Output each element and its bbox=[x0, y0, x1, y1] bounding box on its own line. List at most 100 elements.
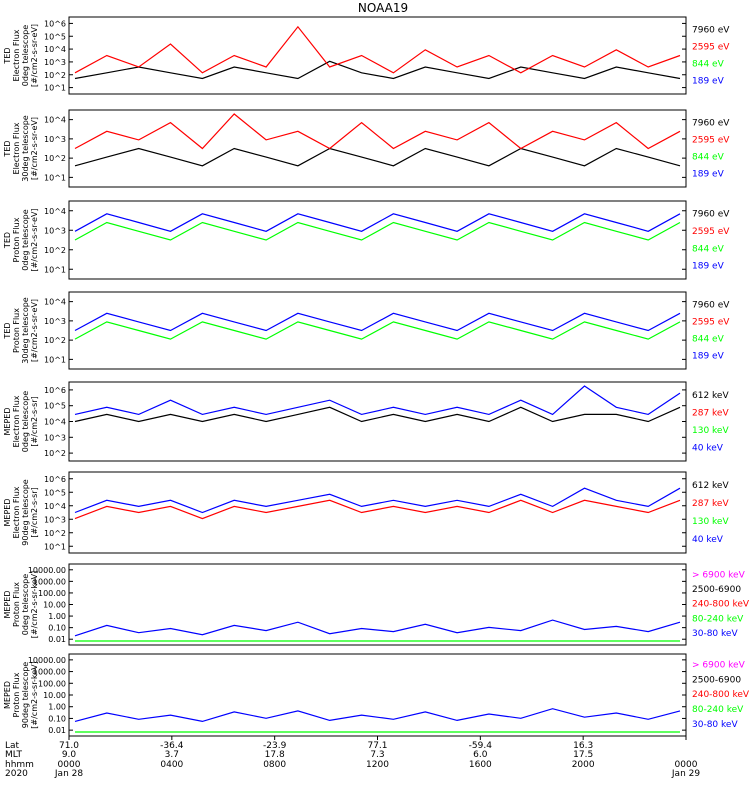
y-tick-label: 10^4 bbox=[44, 45, 66, 54]
y-tick-label: 1.00 bbox=[48, 612, 66, 621]
legend-entry: 287 keV bbox=[692, 408, 729, 418]
panel-7: 0.01 0.10 1.00 10.00 100.00 1000.00 10000.00 ME… bbox=[3, 563, 750, 646]
legend-entry: 189 eV bbox=[692, 77, 725, 87]
y-axis-label-line: [#/cm2-s-sr-eV] bbox=[30, 208, 39, 271]
time-axis-row-label: 2020 bbox=[5, 769, 28, 779]
legend-entry: 7960 eV bbox=[692, 25, 730, 35]
panel-frame bbox=[68, 381, 687, 462]
series-189-ev bbox=[74, 213, 681, 232]
y-tick-label: 10^6 bbox=[44, 19, 66, 28]
y-axis-label-line: TED bbox=[3, 322, 12, 339]
legend-entry: 130 keV bbox=[692, 517, 729, 527]
legend-entry: 189 eV bbox=[692, 262, 725, 272]
y-axis-label-line: Proton Flux bbox=[12, 308, 21, 353]
x-tick-label: -23.9 bbox=[263, 741, 287, 751]
legend-entry: > 6900 keV bbox=[692, 660, 746, 670]
y-axis-label-line: Proton Flux bbox=[12, 582, 21, 627]
y-axis-label-line: TED bbox=[3, 47, 12, 64]
x-tick-label: 77.1 bbox=[367, 741, 387, 751]
y-axis-label-line: 0deg telescope bbox=[21, 25, 30, 86]
y-axis-label-line: MEPED bbox=[3, 408, 12, 436]
y-axis-label-line: 0deg telescope bbox=[21, 574, 30, 635]
y-axis-label-line: Electron Flux bbox=[12, 486, 21, 538]
y-tick-label: 10^2 bbox=[44, 336, 66, 345]
y-tick-label: 10^4 bbox=[44, 502, 66, 511]
x-tick-label: -36.4 bbox=[160, 741, 184, 751]
panel-4: 10^1 10^2 10^3 10^4 TED Proton Flux 30deg tele… bbox=[3, 291, 730, 370]
y-axis-label-line: [#/cm2-s-sr-eV] bbox=[30, 24, 39, 87]
y-tick-label: 10^3 bbox=[44, 433, 66, 442]
series-30-80-kev bbox=[74, 619, 681, 637]
y-tick-label: 0.01 bbox=[48, 726, 66, 735]
y-tick-label: 10^6 bbox=[44, 475, 66, 484]
y-tick-label: 10^1 bbox=[44, 542, 66, 551]
panel-2: 10^1 10^2 10^3 10^4 TED Electron Flux 30deg te… bbox=[3, 109, 730, 188]
series-40-kev bbox=[74, 487, 681, 514]
y-axis-label-line: Electron Flux bbox=[12, 29, 21, 81]
panel-6: 10^1 10^2 10^3 10^4 10^5 10^6 MEPED Electron Fl… bbox=[3, 471, 729, 554]
panel-frame bbox=[68, 200, 687, 280]
panel-frame bbox=[68, 109, 687, 188]
legend-entry: 7960 eV bbox=[692, 300, 730, 310]
legend-entry: 30-80 keV bbox=[692, 720, 738, 730]
x-tick-label: 3.7 bbox=[165, 750, 179, 760]
y-axis-label-line: [#/cm2-s-sr-eV] bbox=[30, 117, 39, 180]
y-axis-label-line: Electron Flux bbox=[12, 395, 21, 447]
y-tick-label: 1.00 bbox=[48, 703, 66, 712]
legend-entry: 2595 eV bbox=[692, 318, 730, 328]
legend-entry: 80-240 keV bbox=[692, 614, 744, 624]
y-tick-label: 10^2 bbox=[44, 449, 66, 458]
legend-entry: 189 eV bbox=[692, 352, 725, 362]
y-tick-label: 10^4 bbox=[44, 207, 66, 216]
y-tick-label: 10^2 bbox=[44, 529, 66, 538]
panel-5: 10^2 10^3 10^4 10^5 10^6 MEPED Electron Flux 0d… bbox=[3, 381, 729, 462]
legend-entry: 30-80 keV bbox=[692, 629, 738, 639]
y-tick-label: 10^4 bbox=[44, 298, 66, 307]
y-tick-label: 10^1 bbox=[44, 355, 66, 364]
y-axis-label-line: 0deg telescope bbox=[21, 209, 30, 270]
x-tick-label: 0000 bbox=[675, 760, 698, 770]
panel-3: 10^1 10^2 10^3 10^4 TED Proton Flux 0deg teles… bbox=[3, 200, 730, 280]
y-tick-label: 10^6 bbox=[44, 386, 66, 395]
panel-1: 10^1 10^2 10^3 10^4 10^5 10^6 TED Electron Flux… bbox=[3, 16, 730, 95]
panel-frame bbox=[68, 471, 687, 554]
y-tick-label: 10^2 bbox=[44, 154, 66, 163]
legend-entry: 80-240 keV bbox=[692, 705, 744, 715]
y-axis-label-line: Proton Flux bbox=[12, 672, 21, 717]
figure-title: NOAA19 bbox=[358, 1, 408, 15]
x-tick-label: Jan 28 bbox=[54, 769, 83, 779]
y-tick-label: 10^1 bbox=[44, 84, 66, 93]
legend-entry: 612 keV bbox=[692, 391, 729, 401]
legend-entry: 7960 eV bbox=[692, 118, 730, 128]
y-tick-label: 10^2 bbox=[44, 246, 66, 255]
y-tick-label: 10^3 bbox=[44, 135, 66, 144]
y-axis-label-line: 30deg telescope bbox=[21, 297, 30, 364]
legend-entry: 2500-6900 bbox=[692, 675, 741, 685]
y-axis-label-line: MEPED bbox=[3, 591, 12, 619]
x-tick-label: 7.3 bbox=[370, 750, 384, 760]
y-axis-label-line: Proton Flux bbox=[12, 217, 21, 262]
legend-entry: 240-800 keV bbox=[692, 600, 750, 610]
x-tick-label: 1600 bbox=[469, 760, 492, 770]
y-tick-label: 1000.00 bbox=[33, 577, 66, 586]
legend-entry: 40 keV bbox=[692, 443, 724, 453]
y-tick-label: 100.00 bbox=[38, 589, 66, 598]
series-844-ev bbox=[74, 321, 681, 340]
y-tick-label: 0.01 bbox=[48, 635, 66, 644]
y-axis-label-line: TED bbox=[3, 232, 12, 249]
y-tick-label: 1000.00 bbox=[33, 668, 66, 677]
legend-entry: 2595 eV bbox=[692, 227, 730, 237]
legend-entry: 287 keV bbox=[692, 499, 729, 509]
y-tick-label: 10^3 bbox=[44, 515, 66, 524]
x-tick-label: 0800 bbox=[263, 760, 286, 770]
legend-entry: 130 keV bbox=[692, 426, 729, 436]
y-tick-label: 100.00 bbox=[38, 679, 66, 688]
legend-entry: 240-800 keV bbox=[692, 690, 750, 700]
y-tick-label: 10^5 bbox=[44, 488, 66, 497]
y-axis-label-line: [#/cm2-s-sr] bbox=[30, 487, 39, 537]
x-tick-label: 0000 bbox=[58, 760, 81, 770]
y-tick-label: 10^3 bbox=[44, 317, 66, 326]
legend-entry: 2500-6900 bbox=[692, 585, 741, 595]
series-30-80-kev bbox=[74, 708, 681, 723]
